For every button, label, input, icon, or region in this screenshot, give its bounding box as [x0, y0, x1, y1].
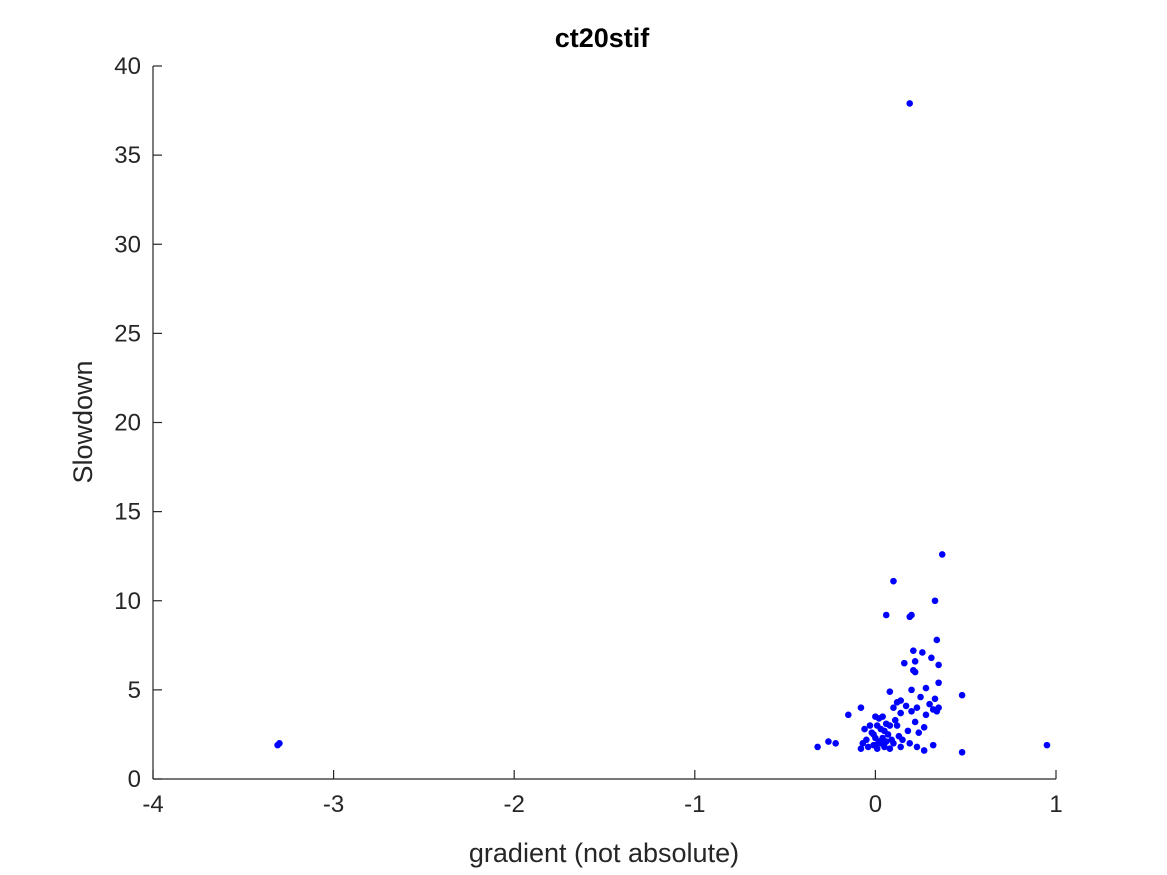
data-point — [899, 736, 906, 744]
data-point — [893, 699, 901, 706]
data-point — [938, 551, 946, 558]
data-point — [958, 748, 966, 756]
data-point — [929, 741, 937, 749]
data-points — [274, 100, 1051, 756]
data-point — [913, 743, 921, 751]
data-point — [913, 704, 921, 711]
data-point — [845, 711, 852, 719]
data-point — [931, 695, 939, 703]
data-point — [276, 740, 283, 747]
data-point — [911, 658, 919, 665]
data-point — [882, 738, 890, 745]
data-point — [890, 704, 897, 711]
data-point — [886, 688, 894, 695]
data-point — [906, 740, 914, 747]
data-point — [866, 722, 874, 729]
data-point — [926, 700, 933, 708]
data-point — [935, 679, 942, 687]
data-point — [832, 740, 839, 747]
data-point — [933, 707, 941, 715]
data-point — [935, 661, 942, 669]
data-point — [904, 727, 912, 735]
axes — [152, 66, 1056, 780]
x-tick-label: 0 — [869, 791, 882, 818]
data-point — [886, 745, 894, 752]
data-point — [861, 725, 868, 733]
y-tick-label: 30 — [114, 231, 141, 258]
data-point — [886, 722, 894, 729]
data-point — [908, 686, 915, 694]
data-point — [911, 668, 919, 676]
data-point — [881, 743, 888, 751]
data-point — [908, 611, 915, 619]
y-tick-label: 20 — [114, 410, 141, 437]
data-point — [868, 729, 876, 736]
data-point — [917, 693, 924, 701]
y-tick-label: 40 — [114, 53, 141, 80]
y-axis-label: Slowdown — [68, 360, 98, 483]
data-point — [897, 709, 904, 717]
data-point — [884, 731, 892, 738]
y-tick-label: 35 — [114, 142, 141, 169]
data-point — [891, 716, 899, 724]
y-tick-label: 25 — [114, 320, 141, 347]
x-tick-label: -2 — [504, 791, 525, 818]
data-point — [915, 729, 923, 736]
data-point — [910, 647, 917, 654]
data-point — [882, 611, 890, 619]
data-point — [814, 743, 821, 751]
chart-title: ct20stif — [555, 23, 651, 53]
data-point — [906, 100, 914, 107]
data-point — [922, 711, 930, 719]
data-point — [902, 702, 910, 710]
x-tick-label: -3 — [323, 791, 344, 818]
data-point — [922, 684, 930, 692]
x-tick-label: 1 — [1049, 791, 1062, 818]
x-axis-label: gradient (not absolute) — [469, 838, 739, 868]
x-tick-label: -1 — [684, 791, 705, 818]
data-point — [825, 738, 832, 745]
data-point — [859, 740, 867, 747]
data-point — [857, 745, 865, 752]
data-point — [900, 659, 908, 667]
data-point — [958, 691, 966, 699]
data-point — [920, 724, 928, 731]
data-point — [890, 577, 897, 585]
data-point — [933, 636, 941, 644]
data-point — [928, 654, 935, 662]
data-point — [931, 597, 939, 605]
y-tick-label: 15 — [114, 499, 141, 526]
data-point — [870, 741, 877, 749]
y-tick-label: 10 — [114, 588, 141, 615]
data-point — [920, 747, 928, 754]
data-point — [1043, 741, 1051, 749]
y-tick-label: 5 — [128, 677, 141, 704]
data-point — [857, 704, 865, 711]
data-point — [919, 649, 926, 656]
data-point — [890, 740, 897, 747]
data-point — [908, 707, 915, 715]
data-point — [897, 743, 904, 751]
data-point — [911, 718, 919, 726]
x-tick-label: -4 — [142, 791, 163, 818]
data-point — [893, 722, 901, 729]
y-tick-label: 0 — [128, 766, 141, 793]
data-point — [879, 713, 886, 720]
data-point — [864, 743, 872, 751]
